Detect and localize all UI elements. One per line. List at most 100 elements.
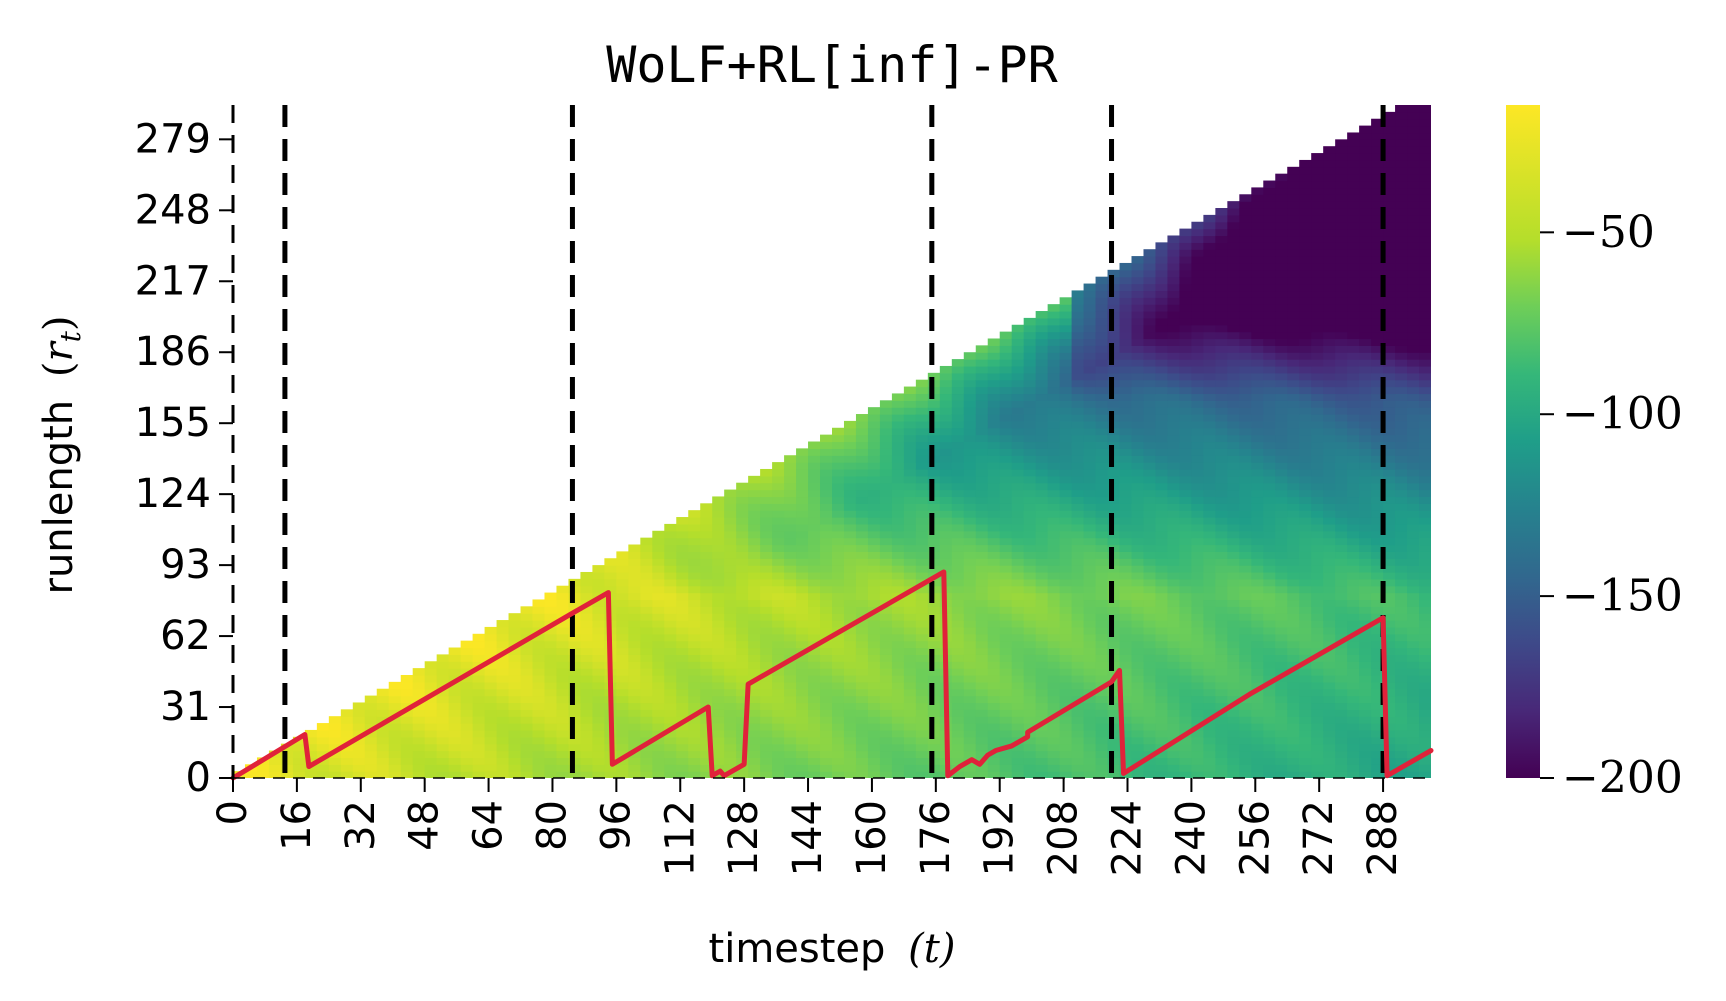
heatmap-cell [388,736,402,745]
heatmap-cell [808,523,821,532]
heatmap-cell [1383,517,1396,525]
heatmap-cell [472,764,486,772]
heatmap-cell [1203,565,1216,573]
heatmap-cell [1383,565,1396,573]
heatmap-cell [987,345,1001,353]
heatmap-cell [1023,695,1037,704]
heatmap-cell [484,626,498,635]
heatmap-cell [1407,448,1420,456]
heatmap-cell [772,771,785,778]
heatmap-cell [664,702,677,710]
heatmap-cell [280,771,294,778]
heatmap-cell [987,359,1001,367]
heatmap-cell [1083,372,1097,381]
heatmap-cell [1035,475,1049,484]
heatmap-cell [1071,359,1085,367]
heatmap-cell [1299,475,1312,484]
heatmap-cell [1023,475,1037,484]
heatmap-cell [867,661,881,669]
heatmap-cell [712,571,725,580]
heatmap-cell [1407,297,1420,305]
heatmap-cell [1311,345,1324,353]
heatmap-cell [1407,201,1420,209]
heatmap-cell [1407,771,1420,778]
heatmap-cell [688,620,701,628]
heatmap-cell [1179,510,1192,518]
heatmap-cell [700,647,713,655]
heatmap-cell [1263,256,1276,264]
heatmap-cell [1407,269,1420,278]
heatmap-cell [592,736,605,745]
heatmap-cell [843,523,857,532]
heatmap-cell [604,571,617,580]
heatmap-cell [616,578,629,587]
heatmap-cell [1407,736,1420,745]
heatmap-cell [1383,180,1396,189]
heatmap-cell [484,647,498,655]
heatmap-cell [736,640,749,649]
heatmap-cell [652,613,665,621]
heatmap-cell [1143,530,1157,539]
heatmap-cell [388,743,402,752]
heatmap-cell [772,606,785,614]
heatmap-cell [1299,386,1312,395]
heatmap-cell [1035,510,1049,518]
heatmap-cell [772,626,785,635]
heatmap-cell [1335,317,1348,326]
heatmap-cell [939,448,953,456]
heatmap-cell [1275,414,1288,422]
heatmap-cell [1299,558,1312,566]
heatmap-cell [1035,654,1049,662]
heatmap-cell [1359,393,1372,401]
heatmap-cell [1395,723,1408,731]
heatmap-cell [1407,159,1420,168]
heatmap-cell [1119,736,1133,745]
heatmap-cell [628,723,641,731]
heatmap-cell [568,633,582,642]
heatmap-cell [508,743,522,752]
heatmap-cell [1239,420,1252,429]
heatmap-cell [640,709,653,717]
heatmap-cell [556,695,570,704]
heatmap-cell [1119,626,1133,635]
heatmap-cell [1347,510,1360,518]
heatmap-cell [1395,496,1408,504]
heatmap-cell [1239,558,1252,566]
heatmap-cell [1059,503,1073,511]
heatmap-cell [939,386,953,395]
heatmap-cell [724,633,737,642]
heatmap-cell [736,517,749,525]
heatmap-cell [1155,510,1169,518]
heatmap-cell [1383,702,1396,710]
heatmap-cell [1371,757,1384,765]
heatmap-cell [1143,661,1157,669]
heatmap-cell [1083,455,1097,463]
heatmap-cell [1263,654,1276,662]
heatmap-cell [867,530,881,539]
heatmap-cell [927,599,941,607]
heatmap-cell [867,613,881,621]
heatmap-cell [1131,400,1145,408]
heatmap-cell [1179,571,1192,580]
heatmap-cell [1047,468,1061,477]
heatmap-cell [796,455,809,463]
heatmap-cell [748,551,761,559]
heatmap-cell [316,750,330,758]
heatmap-cell [891,757,905,765]
heatmap-cell [1215,269,1228,278]
heatmap-cell [772,537,785,546]
heatmap-cell [1287,585,1300,594]
heatmap-cell [688,510,701,518]
heatmap-cell [1323,606,1336,614]
heatmap-cell [1251,468,1264,477]
heatmap-cell [412,771,426,778]
heatmap-cell [1167,764,1181,772]
heatmap-cell [1371,771,1384,778]
heatmap-cell [1239,757,1252,765]
heatmap-cell [975,695,989,704]
heatmap-cell [1143,393,1157,401]
heatmap-cell [1011,633,1025,642]
heatmap-cell [915,448,929,456]
heatmap-cell [1095,750,1109,758]
heatmap-cell [1275,400,1288,408]
